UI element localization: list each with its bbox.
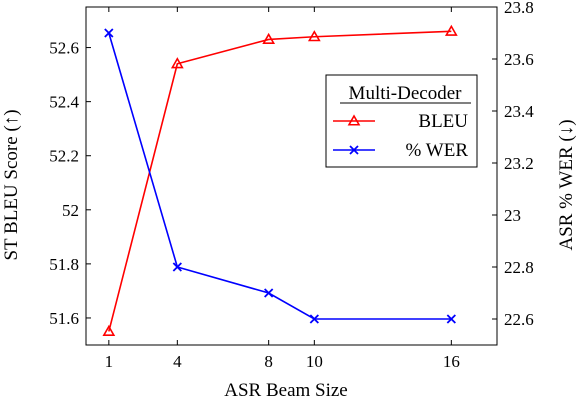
series-point-wer (309, 314, 319, 324)
right-axis-ticks: 22.6 22.8 23 23.2 23.4 23.6 23.8 (492, 0, 534, 329)
left-tick-label: 52.6 (49, 39, 79, 58)
right-tick-label: 23.2 (504, 154, 534, 173)
series-point-wer (104, 28, 114, 38)
legend-marker-bleu (347, 114, 361, 126)
left-tick-label: 52.4 (49, 93, 79, 112)
right-tick-label: 23.8 (504, 0, 534, 17)
x-axis-ticks: 1 4 8 10 16 (105, 7, 460, 371)
legend-marker-wer (349, 145, 359, 155)
right-tick-label: 23.4 (504, 102, 534, 121)
right-tick-label: 22.8 (504, 258, 534, 277)
legend: Multi-Decoder BLEU % WER (325, 74, 478, 168)
right-tick-label: 22.6 (504, 310, 534, 329)
left-y-axis-label: ST BLEU Score (↑) (1, 109, 22, 260)
legend-label-bleu: BLEU (418, 111, 468, 132)
series-layer (102, 24, 458, 337)
right-y-axis-label: ASR % WER (↓) (556, 119, 577, 250)
x-tick-label: 10 (306, 352, 323, 371)
legend-title: Multi-Decoder (349, 83, 463, 104)
legend-entries: BLEU % WER (333, 111, 468, 161)
legend-label-wer: % WER (406, 140, 469, 161)
x-tick-label: 1 (105, 352, 114, 371)
series-point-bleu (170, 57, 184, 69)
right-tick-label: 23 (504, 206, 521, 225)
x-axis-label: ASR Beam Size (224, 380, 348, 401)
plot-area (85, 6, 498, 346)
series-point-bleu (262, 32, 276, 44)
series-line-bleu (108, 30, 452, 332)
right-tick-label: 23.6 (504, 50, 534, 69)
series-point-wer (172, 262, 182, 272)
left-tick-label: 51.6 (49, 309, 79, 328)
left-tick-label: 51.8 (49, 255, 79, 274)
x-tick-label: 4 (173, 352, 182, 371)
x-tick-label: 8 (264, 352, 273, 371)
x-tick-label: 16 (443, 352, 460, 371)
series-point-bleu (444, 24, 458, 36)
series-point-wer (264, 288, 274, 298)
plot-frame (85, 6, 498, 346)
series-point-bleu (102, 324, 116, 337)
left-tick-label: 52 (62, 201, 79, 220)
left-tick-label: 52.2 (49, 147, 79, 166)
series-point-wer (446, 314, 456, 324)
left-axis-ticks: 51.6 51.8 52 52.2 52.4 52.6 (49, 39, 91, 328)
series-point-bleu (307, 30, 321, 42)
